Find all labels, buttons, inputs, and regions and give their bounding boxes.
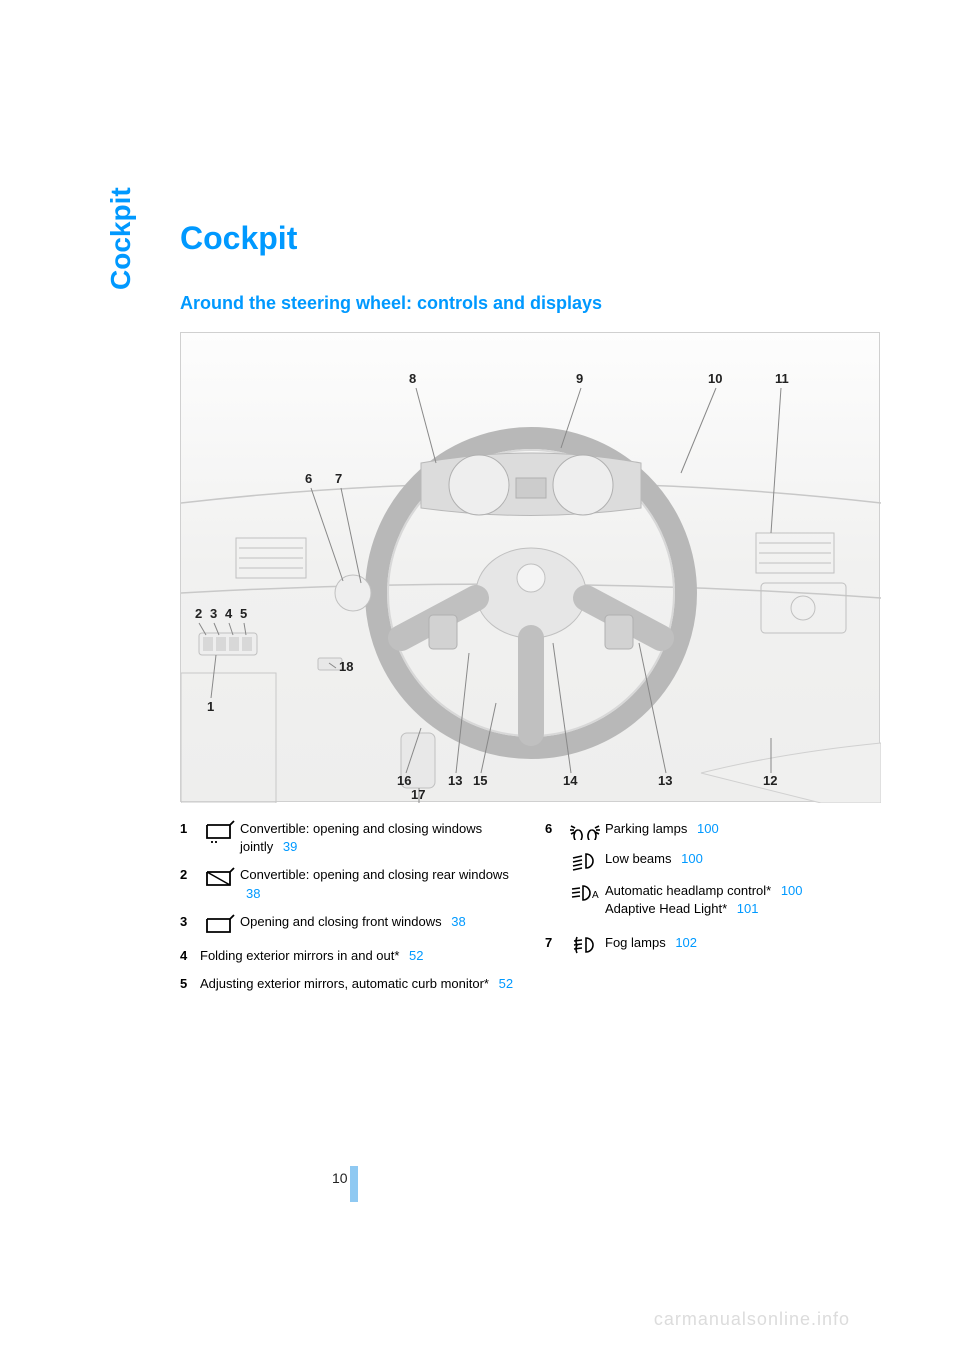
legend-desc: Opening and closing front windows (240, 914, 442, 929)
legend-desc: Adjusting exterior mirrors, automatic cu… (200, 976, 489, 991)
legend-item: 7 Fog lamps 102 (545, 934, 880, 956)
legend-desc: Convertible: opening and closing rear wi… (240, 867, 509, 882)
legend-item: 2 Convertible: opening and closing rear … (180, 866, 515, 902)
legend-left-column: 1 Convertible: opening and closing windo… (180, 820, 515, 1003)
rear-window-icon (200, 866, 240, 890)
diagram-label: 9 (576, 371, 583, 386)
diagram-label: 11 (775, 371, 789, 386)
diagram-label: 10 (708, 371, 722, 386)
legend-desc: Parking lamps (605, 821, 687, 836)
front-window-icon (200, 913, 240, 937)
legend-desc: Automatic headlamp control* (605, 883, 771, 898)
legend-item: A Automatic headlamp control* 100 Adapti… (545, 882, 880, 918)
legend-right-column: 6 Parking lamps 100 Low beams 100 (545, 820, 880, 1003)
legend-num: 2 (180, 866, 200, 884)
diagram-label: 12 (763, 773, 777, 788)
legend-text: Convertible: opening and closing windows… (240, 820, 515, 856)
side-section-label: Cockpit (105, 187, 137, 290)
diagram-label: 18 (339, 659, 353, 674)
page-link[interactable]: 39 (283, 839, 297, 854)
diagram-label: 5 (240, 606, 247, 621)
diagram-label: 14 (563, 773, 577, 788)
page-number: 10 (332, 1170, 348, 1186)
legend-num: 6 (545, 820, 565, 838)
legend-item: 6 Parking lamps 100 (545, 820, 880, 840)
diagram-label: 3 (210, 606, 217, 621)
legend-num: 1 (180, 820, 200, 838)
legend-desc: Fog lamps (605, 935, 666, 950)
page-link[interactable]: 52 (409, 948, 423, 963)
diagram-label: 15 (473, 773, 487, 788)
legend-item: 5 Adjusting exterior mirrors, automatic … (180, 975, 515, 993)
cockpit-svg (181, 333, 881, 803)
diagram-label: 1 (207, 699, 214, 714)
cockpit-diagram: 8 9 10 11 6 7 2 3 4 5 1 16 13 15 14 13 1… (180, 332, 880, 802)
page-link[interactable]: 100 (781, 883, 803, 898)
footer-watermark: carmanualsonline.info (654, 1309, 850, 1330)
legend-item: 4 Folding exterior mirrors in and out* 5… (180, 947, 515, 965)
legend-num: 4 (180, 947, 200, 965)
legend-columns: 1 Convertible: opening and closing windo… (180, 820, 880, 1003)
parking-lamps-icon (565, 820, 605, 840)
legend-text: Parking lamps 100 (605, 820, 880, 838)
legend-num: 3 (180, 913, 200, 931)
page-content: Cockpit Around the steering wheel: contr… (180, 220, 880, 1003)
diagram-label: 13 (448, 773, 462, 788)
legend-text: Fog lamps 102 (605, 934, 880, 952)
page-link[interactable]: 102 (675, 935, 697, 950)
legend-desc: Convertible: opening and closing windows… (240, 821, 482, 854)
legend-desc: Folding exterior mirrors in and out* (200, 948, 399, 963)
page-link[interactable]: 38 (246, 886, 260, 901)
fog-lamps-icon (565, 934, 605, 956)
legend-text: Opening and closing front windows 38 (240, 913, 515, 931)
legend-desc: Adaptive Head Light* (605, 901, 727, 916)
legend-num: 7 (545, 934, 565, 952)
legend-text: Adjusting exterior mirrors, automatic cu… (200, 975, 515, 993)
page-link[interactable]: 101 (737, 901, 759, 916)
legend-text: Automatic headlamp control* 100 Adaptive… (605, 882, 880, 918)
auto-headlamp-icon: A (565, 882, 605, 904)
legend-num: 5 (180, 975, 200, 993)
legend-text: Low beams 100 (605, 850, 880, 868)
legend-item: 1 Convertible: opening and closing windo… (180, 820, 515, 856)
section-subtitle: Around the steering wheel: controls and … (180, 293, 880, 314)
legend-text: Folding exterior mirrors in and out* 52 (200, 947, 515, 965)
diagram-label: 8 (409, 371, 416, 386)
page-link[interactable]: 38 (451, 914, 465, 929)
legend-item: Low beams 100 (545, 850, 880, 872)
page-marker (350, 1166, 358, 1202)
page-link[interactable]: 52 (499, 976, 513, 991)
diagram-label: 16 (397, 773, 411, 788)
diagram-label: 17 (411, 787, 425, 802)
windows-joint-icon (200, 820, 240, 844)
diagram-label: 7 (335, 471, 342, 486)
legend-desc: Low beams (605, 851, 671, 866)
diagram-label: 6 (305, 471, 312, 486)
legend-item: 3 Opening and closing front windows 38 (180, 913, 515, 937)
page-link[interactable]: 100 (681, 851, 703, 866)
legend-text: Convertible: opening and closing rear wi… (240, 866, 515, 902)
diagram-label: 4 (225, 606, 232, 621)
page-link[interactable]: 100 (697, 821, 719, 836)
diagram-label: 2 (195, 606, 202, 621)
diagram-label: 13 (658, 773, 672, 788)
svg-text:A: A (592, 890, 599, 901)
low-beams-icon (565, 850, 605, 872)
page-title: Cockpit (180, 220, 880, 257)
